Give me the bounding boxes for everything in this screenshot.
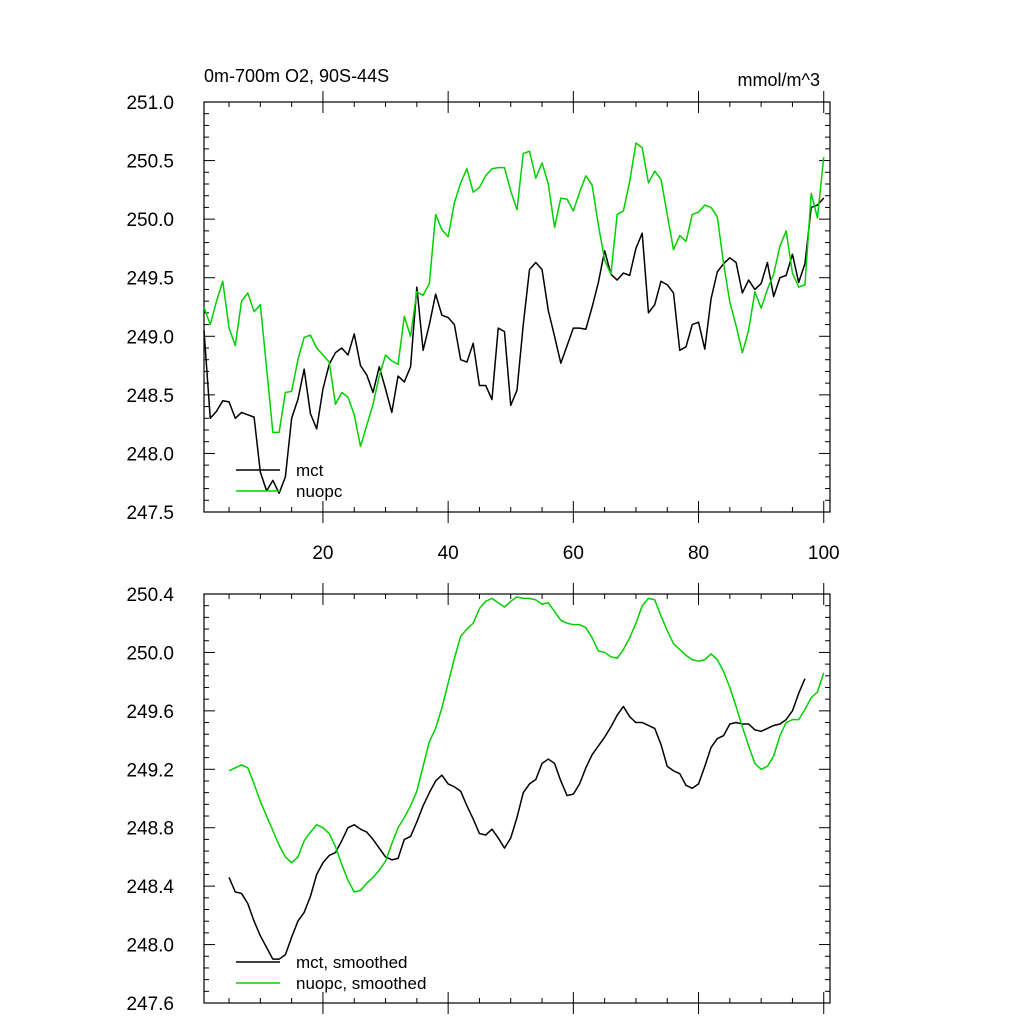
y-tick-label: 248.0 [126,936,174,957]
y-tick-label: 250.0 [126,210,174,231]
top-series-line-mct [203,197,825,495]
top-panel-time-series: 20 40 60 80 100 247.5 248.0 248.5 249.0 249.5 250.… [126,91,840,564]
legend-label: nuopc, smoothed [296,974,426,993]
y-tick-label: 248.5 [126,386,174,407]
legend-label: nuopc [296,482,343,501]
plot-frame [203,593,831,1004]
y-tick-label: 247.5 [126,503,174,524]
y-tick-label: 248.0 [126,444,174,465]
x-tick-label: 20 [312,543,333,564]
x-tick-label: 100 [808,543,840,564]
y-tick-label: 249.5 [126,269,174,290]
units-label: mmol/m^3 [738,70,820,90]
x-tick-label: 80 [688,543,709,564]
y-tick-label: 250.5 [126,152,174,173]
y-tick-label: 248.8 [126,819,174,840]
y-tick-label: 251.0 [126,93,174,114]
x-tick-label: 60 [563,543,584,564]
y-tick-label: 248.4 [126,877,174,898]
y-tick-label: 249.6 [126,702,174,723]
chart-title: 0m-700m O2, 90S-44S [204,66,389,86]
plot-frame [203,101,831,513]
x-tick-label: 40 [438,543,459,564]
bottom-panel-smoothed-series: 247.6 248.0 248.4 248.8 249.2 249.6 250.0 250.4… [126,583,831,1015]
y-tick-label: 250.4 [126,585,174,606]
top-series-line-nuopc [203,142,825,448]
legend-label: mct, smoothed [296,953,408,972]
y-tick-label: 249.2 [126,760,174,781]
bottom-series-line-mct-smoothed [228,678,806,960]
bottom-series-line-nuopc-smoothed [228,596,825,893]
legend-label: mct [296,461,324,480]
y-tick-label: 247.6 [126,994,174,1015]
y-tick-label: 250.0 [126,643,174,664]
y-tick-label: 249.0 [126,327,174,348]
